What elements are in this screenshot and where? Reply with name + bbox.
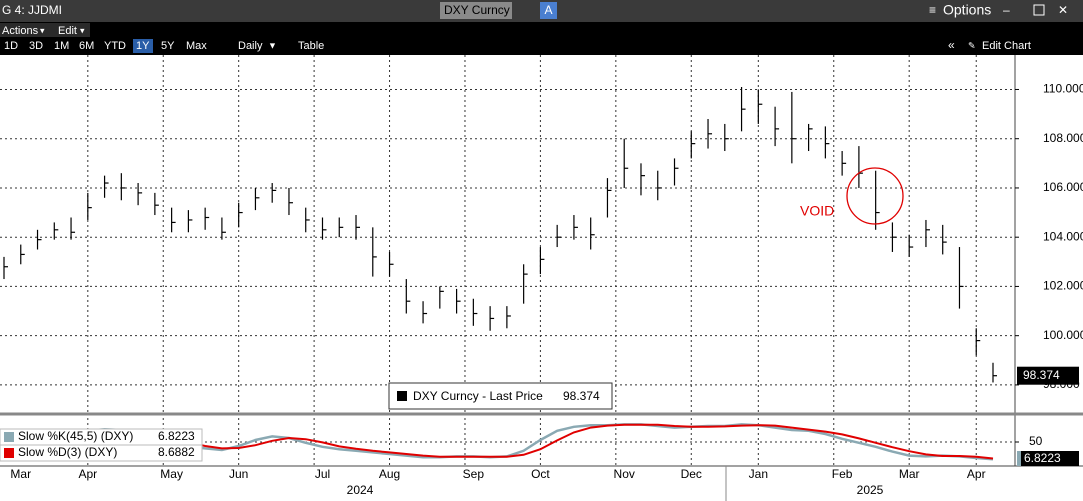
range-button[interactable]: 5Y xyxy=(161,40,175,52)
x-tick-label: Aug xyxy=(379,467,400,481)
edit-arrow[interactable]: ▾ xyxy=(80,25,85,35)
x-tick-label: Dec xyxy=(681,467,702,481)
last-price-label: 98.374 xyxy=(1023,368,1060,382)
plot: Mar Apr May Jun Jul Aug Sep Oct Nov Dec Jan Feb Mar A… xyxy=(0,55,1083,497)
actions-menu[interactable]: Actions xyxy=(2,25,39,37)
x-tick-label: Mar xyxy=(899,467,920,481)
edit-menu[interactable]: Edit xyxy=(58,25,77,37)
range-button[interactable]: Max xyxy=(186,40,207,52)
actions-arrow[interactable]: ▾ xyxy=(40,25,45,35)
options-icon[interactable]: ≡ xyxy=(929,3,936,17)
legend-value: 8.6882 xyxy=(158,445,195,459)
y-tick-label: 106.000 xyxy=(1043,180,1083,194)
range-button[interactable]: 1D xyxy=(4,40,18,52)
x-tick-label: Oct xyxy=(531,467,550,481)
x-tick-label: Sep xyxy=(463,467,485,481)
options[interactable]: Options xyxy=(943,2,991,18)
active-range xyxy=(133,39,153,53)
x-tick-label: Jul xyxy=(315,467,330,481)
range-buttons: 1D 3D 1M 6M YTD 1Y 5Y Max xyxy=(4,39,207,53)
frequency[interactable]: Daily xyxy=(238,40,263,52)
year-label: 2024 xyxy=(347,483,374,497)
edit-chart[interactable]: Edit Chart xyxy=(982,40,1031,52)
x-tick-label: Nov xyxy=(614,467,635,481)
legend-swatch xyxy=(4,448,14,458)
year-label: 2025 xyxy=(857,483,884,497)
x-tick-label: May xyxy=(160,467,183,481)
legend-value: 98.374 xyxy=(563,389,600,403)
legend-swatch xyxy=(397,391,407,401)
window-title: G 4: JJDMI xyxy=(2,3,62,17)
legend-value: 6.8223 xyxy=(158,429,195,443)
menu-row xyxy=(0,23,90,37)
legend-label: DXY Curncy - Last Price xyxy=(413,389,543,403)
legend-label: Slow %K(45,5) (DXY) xyxy=(18,429,133,443)
minimize[interactable]: – xyxy=(1003,3,1010,17)
annotation: VOID xyxy=(800,203,834,219)
maximize[interactable] xyxy=(1033,4,1045,16)
void-circle xyxy=(846,167,904,225)
range-button[interactable]: 1Y xyxy=(136,40,150,52)
x-tick-label: Jun xyxy=(229,467,248,481)
y-tick-label: 100.000 xyxy=(1043,328,1083,342)
range-button[interactable]: 6M xyxy=(79,40,94,52)
ticker[interactable]: DXY Curncy xyxy=(444,3,510,17)
x-tick-label: Mar xyxy=(10,467,31,481)
legend-label: Slow %D(3) (DXY) xyxy=(18,445,117,459)
legend-box xyxy=(388,382,613,410)
chart-area xyxy=(0,55,1083,501)
range-button[interactable]: YTD xyxy=(104,40,126,52)
last-price-box xyxy=(1017,366,1079,385)
x-tick-label: Apr xyxy=(78,467,97,481)
y-tick-label: 110.000 xyxy=(1043,82,1083,96)
y-tick-label: 108.000 xyxy=(1043,131,1083,145)
collapse-icon[interactable]: « xyxy=(948,38,955,52)
ticker-badge-box[interactable] xyxy=(540,2,557,19)
y-tick-label: 102.000 xyxy=(1043,279,1083,293)
close[interactable]: ✕ xyxy=(1058,3,1068,17)
x-tick-label: Apr xyxy=(967,467,986,481)
frequency-arrow[interactable]: ▼ xyxy=(268,40,277,50)
x-tick-label: Feb xyxy=(832,467,853,481)
edit-chart-icon[interactable]: ✎ xyxy=(968,40,976,50)
y-tick-label: 104.000 xyxy=(1043,229,1083,243)
last-value-swatch xyxy=(1017,451,1021,466)
table-button[interactable]: Table xyxy=(298,40,324,52)
range-button[interactable]: 3D xyxy=(29,40,43,52)
last-value-box xyxy=(1017,451,1079,466)
range-button[interactable]: 1M xyxy=(54,40,69,52)
legend-swatch xyxy=(4,432,14,442)
last-value-label: 6.8223 xyxy=(1024,451,1061,465)
legend-box xyxy=(0,444,203,462)
y-tick-label: 50 xyxy=(1029,434,1043,448)
x-tick-label: Jan xyxy=(749,467,768,481)
ticker-badge[interactable]: A xyxy=(544,3,552,17)
ticker-field[interactable] xyxy=(440,2,512,19)
